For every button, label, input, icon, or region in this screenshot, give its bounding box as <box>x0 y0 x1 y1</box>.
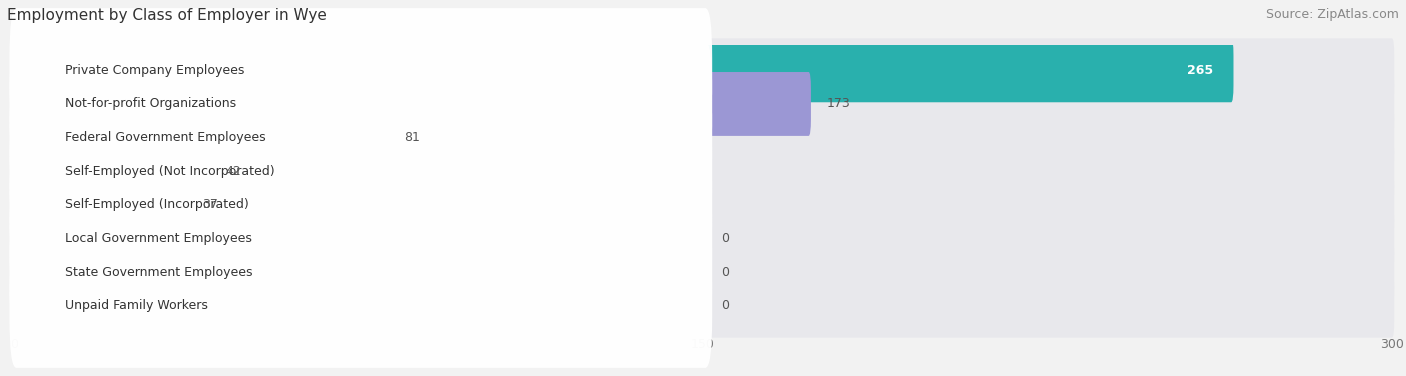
FancyBboxPatch shape <box>10 210 713 334</box>
Text: Source: ZipAtlas.com: Source: ZipAtlas.com <box>1265 8 1399 21</box>
FancyBboxPatch shape <box>10 109 713 233</box>
FancyBboxPatch shape <box>10 75 713 200</box>
FancyBboxPatch shape <box>10 42 713 166</box>
Text: 173: 173 <box>827 97 851 111</box>
Text: 0: 0 <box>721 299 730 312</box>
Text: Local Government Employees: Local Government Employees <box>65 232 252 245</box>
FancyBboxPatch shape <box>11 139 1395 203</box>
FancyBboxPatch shape <box>11 206 1395 270</box>
FancyBboxPatch shape <box>10 143 713 267</box>
Text: 265: 265 <box>1187 64 1213 77</box>
Text: Self-Employed (Incorporated): Self-Employed (Incorporated) <box>65 198 249 211</box>
FancyBboxPatch shape <box>11 173 1395 237</box>
Text: 42: 42 <box>225 165 240 178</box>
FancyBboxPatch shape <box>11 72 1395 136</box>
FancyBboxPatch shape <box>11 206 443 270</box>
FancyBboxPatch shape <box>11 274 443 338</box>
Text: Private Company Employees: Private Company Employees <box>65 64 245 77</box>
Text: Employment by Class of Employer in Wye: Employment by Class of Employer in Wye <box>7 8 328 23</box>
FancyBboxPatch shape <box>10 244 713 368</box>
Text: Federal Government Employees: Federal Government Employees <box>65 131 266 144</box>
FancyBboxPatch shape <box>11 240 443 304</box>
FancyBboxPatch shape <box>11 38 1395 102</box>
FancyBboxPatch shape <box>11 173 186 237</box>
FancyBboxPatch shape <box>11 72 811 136</box>
Text: 81: 81 <box>405 131 420 144</box>
FancyBboxPatch shape <box>11 139 209 203</box>
Text: 0: 0 <box>721 265 730 279</box>
FancyBboxPatch shape <box>10 176 713 301</box>
Text: Unpaid Family Workers: Unpaid Family Workers <box>65 299 208 312</box>
FancyBboxPatch shape <box>11 240 1395 304</box>
Text: Self-Employed (Not Incorporated): Self-Employed (Not Incorporated) <box>65 165 274 178</box>
FancyBboxPatch shape <box>11 38 1233 102</box>
FancyBboxPatch shape <box>11 274 1395 338</box>
Text: 0: 0 <box>721 232 730 245</box>
FancyBboxPatch shape <box>11 106 388 170</box>
FancyBboxPatch shape <box>11 106 1395 170</box>
FancyBboxPatch shape <box>10 8 713 132</box>
Text: State Government Employees: State Government Employees <box>65 265 252 279</box>
Text: Not-for-profit Organizations: Not-for-profit Organizations <box>65 97 236 111</box>
Text: 37: 37 <box>202 198 218 211</box>
